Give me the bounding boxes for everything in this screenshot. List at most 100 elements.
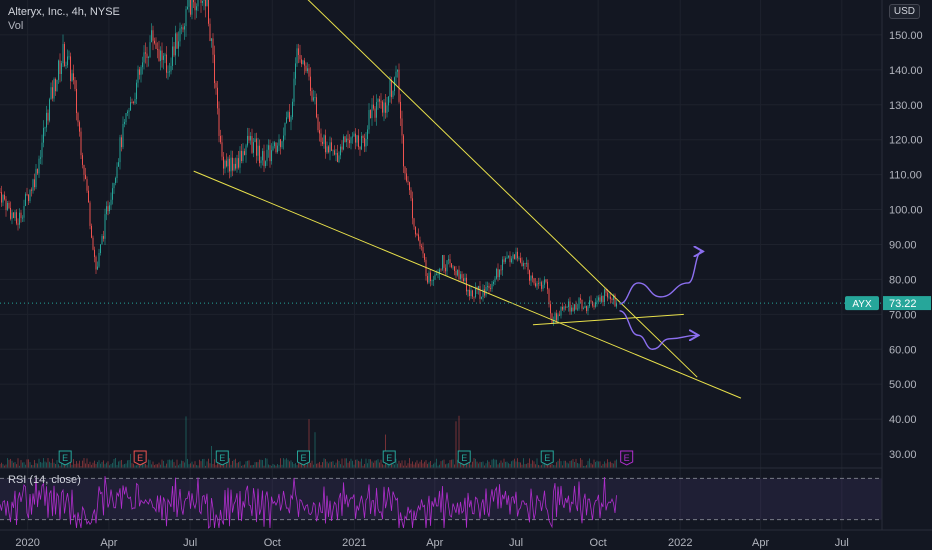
currency-badge[interactable]: USD (888, 4, 920, 19)
volume-bar (74, 464, 76, 468)
candle-body (584, 305, 586, 308)
volume-bar (184, 462, 185, 468)
volume-bar (134, 465, 136, 468)
volume-bar (491, 459, 493, 468)
volume-bar (238, 462, 239, 468)
candle-body (370, 110, 371, 118)
earnings-label: E (62, 453, 68, 463)
candle-body (376, 102, 377, 118)
candle-body (548, 289, 550, 305)
candle-body (511, 258, 512, 263)
candle-body (433, 279, 434, 281)
candle-body (605, 289, 607, 293)
volume-bar (368, 459, 370, 468)
candle-body (328, 146, 329, 153)
candle-body (574, 304, 575, 311)
volume-bar (130, 453, 131, 468)
candle-body (56, 79, 58, 92)
volume-bar (53, 462, 55, 468)
candle-body (440, 269, 442, 271)
candle-body (233, 163, 235, 171)
volume-bar (575, 458, 577, 468)
volume-bar (5, 464, 7, 468)
earnings-marker (382, 450, 396, 466)
candle-body (590, 300, 592, 302)
candle-body (404, 166, 406, 174)
volume-bar (475, 458, 476, 468)
candle-body (227, 158, 229, 167)
volume-bar (122, 464, 124, 468)
volume-bar (317, 463, 319, 468)
volume-bar (343, 465, 344, 468)
candle-body (338, 155, 340, 162)
candle-body (124, 121, 125, 124)
candle-body (254, 138, 256, 143)
candle-body (409, 182, 410, 191)
volume-bar (209, 463, 211, 468)
volume-bar (16, 464, 17, 468)
candle-body (239, 150, 241, 168)
candle-body (211, 38, 212, 41)
volume-bar (2, 464, 4, 468)
volume-bar (340, 464, 341, 468)
volume-bar (556, 462, 557, 468)
candle-body (485, 286, 487, 296)
candle-body (172, 46, 173, 66)
volume-bar (310, 462, 311, 468)
volume-label: Vol (8, 20, 24, 32)
volume-bar (512, 460, 514, 468)
volume-bar (287, 459, 289, 468)
volume-bar (526, 463, 527, 468)
volume-bar (398, 460, 400, 468)
candle-body (37, 168, 38, 174)
candle-body (236, 158, 238, 169)
volume-bar (271, 465, 272, 468)
volume-bar (509, 463, 511, 468)
volume-bar (442, 460, 443, 468)
candle-body (503, 259, 505, 262)
volume-bar (503, 458, 505, 468)
rsi-label: RSI (14, close) (8, 474, 81, 486)
volume-bar (530, 463, 532, 468)
candle-body (92, 237, 94, 250)
candle-body (329, 142, 331, 153)
candle-body (181, 27, 182, 29)
rsi-line (0, 476, 617, 529)
candle-body (157, 49, 158, 50)
candle-body (178, 41, 179, 49)
candle-body (116, 166, 118, 178)
candle-body (134, 99, 136, 104)
volume-bar (407, 463, 409, 468)
volume-bar (355, 459, 356, 468)
candle-body (356, 135, 358, 143)
candle-body (317, 117, 319, 131)
volume-bar (482, 461, 484, 468)
volume-bar (208, 458, 209, 468)
volume-bar (514, 458, 515, 468)
volume-bar (367, 463, 368, 468)
candle-body (470, 290, 472, 297)
candle-body (274, 142, 275, 147)
candle-body (410, 190, 412, 199)
volume-bar (110, 464, 112, 468)
candle-body (347, 138, 349, 141)
volume-bar (454, 464, 455, 468)
volume-bar (274, 464, 275, 468)
volume-bar (613, 463, 614, 468)
volume-bar (412, 461, 413, 468)
candle-body (287, 112, 289, 118)
volume-bar (103, 460, 104, 468)
volume-bar (94, 460, 95, 468)
volume-bar (466, 462, 467, 468)
candle-body (182, 27, 184, 30)
candle-body (472, 290, 473, 297)
volume-bar (215, 465, 217, 468)
volume-bar (446, 463, 448, 468)
volume-bar (337, 459, 338, 468)
volume-bar (290, 460, 292, 468)
candle-body (437, 274, 439, 276)
candle-body (541, 282, 542, 289)
volume-bar (518, 462, 520, 468)
candle-body (398, 69, 400, 102)
